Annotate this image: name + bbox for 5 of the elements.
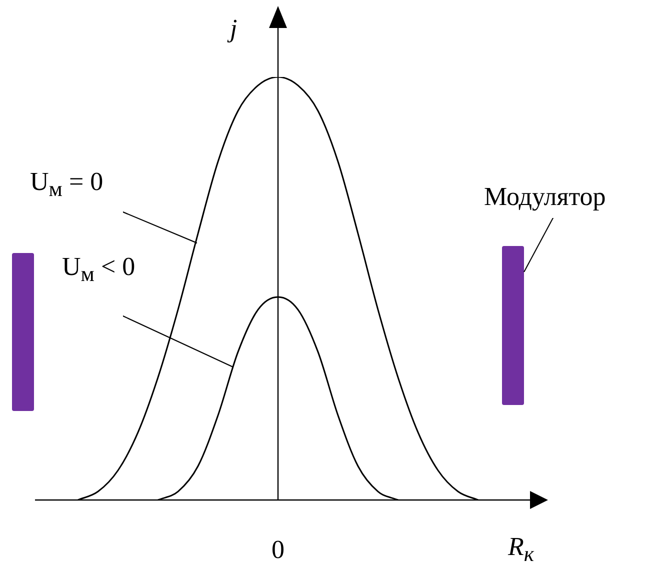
annotation: Модулятор xyxy=(484,182,606,212)
text: U$_{м}$ = 0 xyxy=(30,167,104,202)
x-axis-title: R$_{к}$ xyxy=(508,532,534,565)
text: 0 xyxy=(272,535,284,565)
text: U$_{м}$ < 0 xyxy=(62,252,136,288)
